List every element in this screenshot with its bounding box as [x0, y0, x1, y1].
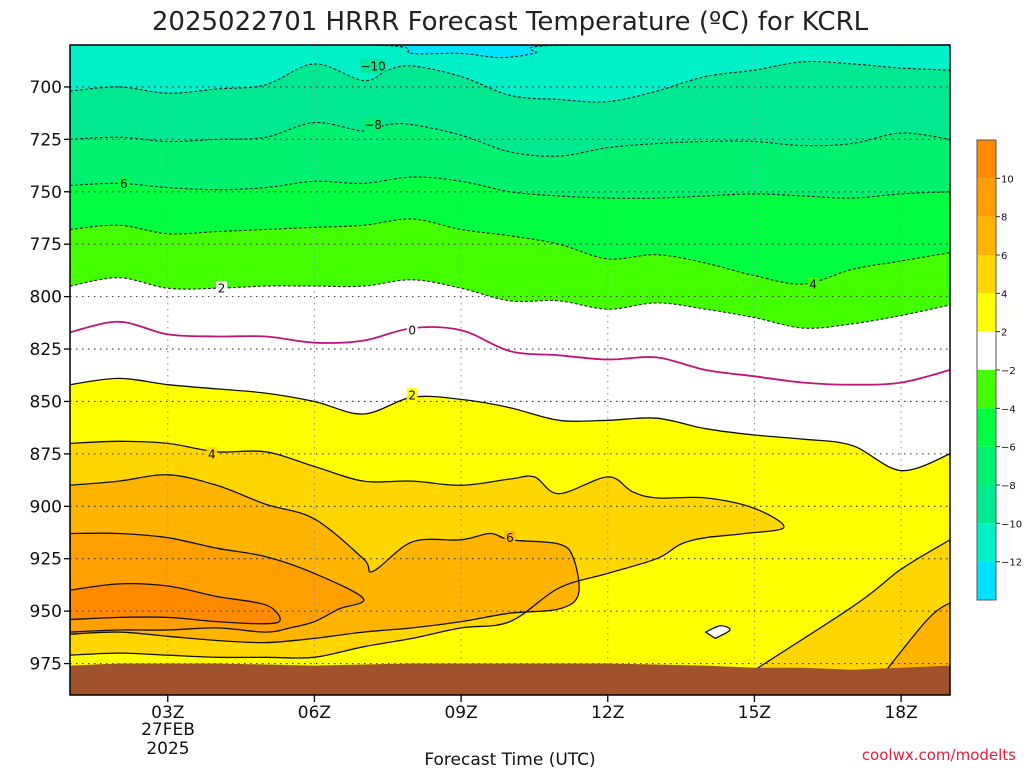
- colorbar-label: 6: [1001, 251, 1007, 262]
- y-tick-label: 725: [30, 130, 62, 150]
- colorbar-swatch: [977, 561, 996, 600]
- y-tick-label: 800: [30, 288, 62, 308]
- colorbar-swatch: [977, 331, 996, 370]
- colorbar-swatch: [977, 293, 996, 332]
- colorbar-label: −6: [1001, 443, 1016, 454]
- colorbar-swatch: [977, 408, 996, 447]
- contour-label-bg: [216, 281, 228, 296]
- y-tick-label: 975: [30, 655, 62, 675]
- grid-lines: [70, 45, 950, 695]
- contour-label-bg: [504, 530, 516, 545]
- contour-line: [704, 625, 731, 640]
- x-tick-label: 15Z: [738, 703, 771, 723]
- contour-label: 6: [506, 531, 514, 545]
- x-date-year: 2025: [146, 739, 189, 759]
- y-tick-label: 750: [30, 183, 62, 203]
- colorbar-swatch: [977, 485, 996, 524]
- contour-label: 2: [408, 389, 416, 403]
- y-tick-label: 700: [30, 78, 62, 98]
- contour-label-bg: [206, 446, 218, 461]
- fill-band: [705, 625, 731, 639]
- fill-band: [715, 539, 950, 695]
- contour-label: 0: [408, 324, 416, 338]
- colorbar-swatch: [977, 370, 996, 409]
- x-tick-label: 03Z: [151, 703, 184, 723]
- y-tick-label: 850: [30, 392, 62, 412]
- x-axis-label: Forecast Time (UTC): [424, 750, 595, 768]
- colorbar-label: 2: [1001, 328, 1007, 339]
- colorbar-label: −4: [1001, 404, 1016, 415]
- colorbar: 10 8 6 4 2 −2 −4 −6 −8 −10 −12: [976, 139, 1022, 601]
- contour-label: −8: [364, 118, 382, 132]
- contour-label-bg: [118, 176, 130, 191]
- colorbar-label: −8: [1001, 481, 1016, 492]
- contour-line: [70, 532, 365, 633]
- x-tick-label: 09Z: [444, 703, 477, 723]
- contour-line: [70, 176, 950, 199]
- contour-label: 2: [218, 282, 226, 296]
- contour-line: [714, 539, 950, 695]
- ground-surface: [70, 663, 950, 695]
- y-tick-label: 925: [30, 550, 62, 570]
- contour-label-bg: [360, 58, 386, 73]
- colorbar-label: −12: [1001, 558, 1022, 569]
- contour-line: [70, 122, 950, 157]
- colorbar-swatch: [977, 255, 996, 294]
- ground-fill: [70, 663, 950, 695]
- temperature-fill: [70, 45, 950, 695]
- fill-band: [70, 583, 281, 624]
- y-tick-label: 875: [30, 445, 62, 465]
- contour-line: [70, 320, 950, 386]
- y-tick-label: 775: [30, 235, 62, 255]
- colorbar-label: −10: [1001, 519, 1022, 530]
- contour-label: 6: [120, 177, 128, 191]
- contour-label-bg: [364, 117, 383, 132]
- contour-line: [70, 60, 950, 103]
- y-tick-label: 825: [30, 340, 62, 360]
- contour-line: [70, 582, 281, 625]
- chart-title: 2025022701 HRRR Forecast Temperature (ºC…: [152, 7, 869, 37]
- plot-frame: [69, 44, 951, 696]
- contour-line: [70, 218, 950, 285]
- colorbar-swatch: [977, 446, 996, 485]
- x-tick-label: 06Z: [298, 703, 331, 723]
- contour-label: 4: [208, 447, 216, 461]
- contour-label-bg: [406, 388, 418, 403]
- colorbar-swatch: [977, 216, 996, 255]
- colorbar-label: −2: [1001, 366, 1016, 377]
- x-tick-label: 18Z: [884, 703, 917, 723]
- y-tick-label: 950: [30, 602, 62, 622]
- colorbar-label: 8: [1001, 213, 1007, 224]
- contour-label-bg: [406, 323, 418, 338]
- contour-line: [70, 440, 785, 659]
- colorbar-label: 10: [1001, 174, 1014, 185]
- contour-label-bg: [807, 277, 819, 292]
- contour-line: [70, 277, 950, 329]
- contour-line: [70, 377, 950, 472]
- contour-line: [70, 474, 580, 644]
- colorbar-swatch: [977, 178, 996, 217]
- y-tick-label: 900: [30, 497, 62, 517]
- contour-label: −10: [360, 59, 385, 73]
- colorbar-swatch: [977, 523, 996, 562]
- x-tick-label: 12Z: [591, 703, 624, 723]
- colorbar-swatch: [977, 140, 996, 179]
- contour-lines: [70, 45, 950, 695]
- contour-labels: −10 −8 6 4 2 0 2 4 6: [118, 58, 819, 545]
- contour-label: 4: [809, 278, 817, 292]
- x-date-day: 27FEB: [141, 720, 195, 740]
- source-watermark: coolwx.com/modelts: [862, 746, 1016, 764]
- axes: 700 725 750 775 800 825 850 875 900 925 950 975 03Z 0…: [30, 78, 918, 723]
- colorbar-label: 4: [1001, 289, 1007, 300]
